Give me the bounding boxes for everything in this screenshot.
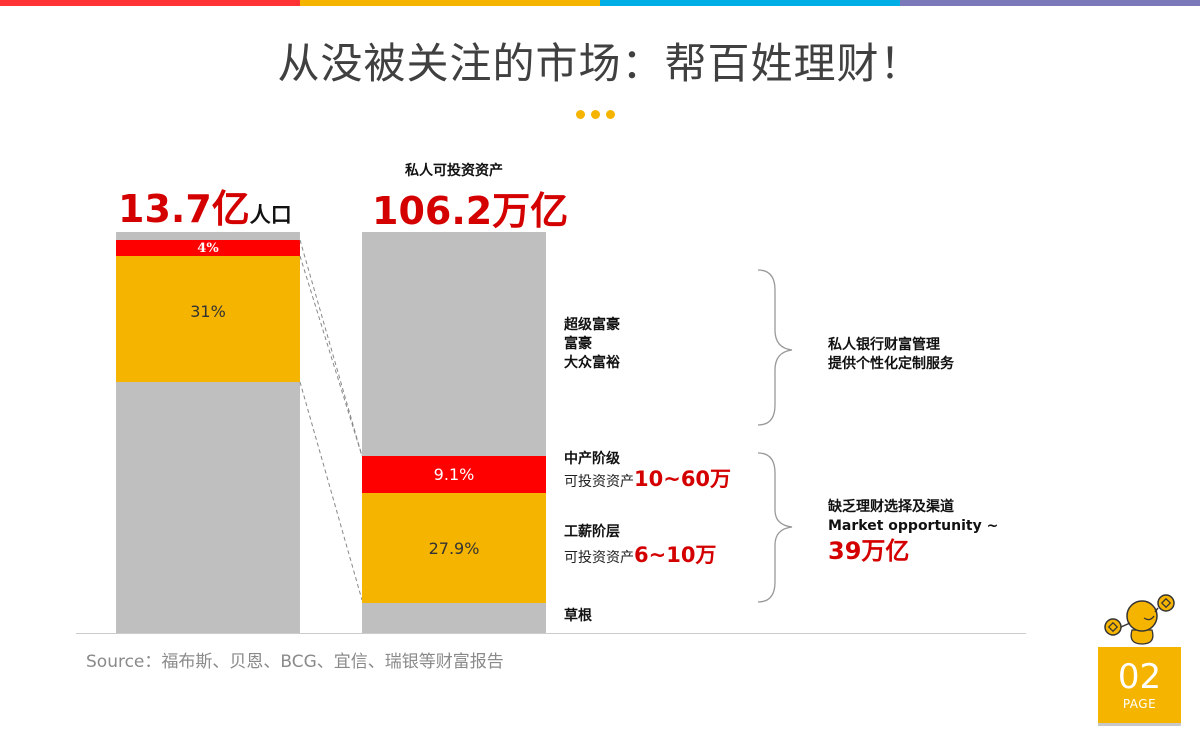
assets-segment-salaried: 27.9% <box>362 493 546 603</box>
salaried-assets: 可投资资产6~10万 <box>564 543 717 568</box>
title-dots-ornament <box>576 110 615 119</box>
population-unit: 人口 <box>249 203 292 227</box>
page-title: 从没被关注的市场：帮百姓理财！ <box>277 39 923 88</box>
annotation-line: 提供个性化定制服务 <box>828 356 954 372</box>
private-banking-annotation: 私人银行财富管理 提供个性化定制服务 <box>828 336 954 374</box>
assets-value: 106.2万亿 <box>372 189 569 233</box>
page-indicator: 02 PAGE <box>1098 647 1181 723</box>
label-middle-class: 中产阶级 <box>564 451 620 467</box>
segment-label: 4% <box>197 240 219 256</box>
opportunity-value: 39万亿 <box>828 537 910 565</box>
label-mass-affluent: 大众富裕 <box>564 355 620 371</box>
middle-class-assets: 可投资资产10~60万 <box>564 467 732 492</box>
population-bar: 4% 31% <box>116 232 300 633</box>
assets-prefix: 可投资资产 <box>564 550 634 566</box>
page-number: 02 <box>1117 657 1162 697</box>
population-segment-middle: 4% <box>116 240 300 256</box>
topbar-purple <box>900 0 1200 6</box>
segment-label: 31% <box>190 302 226 321</box>
topbar-red <box>0 0 300 6</box>
left-headline: 13.7亿人口 <box>118 178 292 233</box>
wealthy-group-labels: 超级富豪 富豪 大众富裕 <box>564 316 620 373</box>
assets-bar: 9.1% 27.9% <box>362 232 546 633</box>
annotation-line: 缺乏理财选择及渠道 <box>828 499 954 515</box>
segment-label: 27.9% <box>428 538 480 558</box>
topbar-yellow <box>300 0 600 6</box>
market-opportunity-annotation: 缺乏理财选择及渠道 Market opportunity ~ 39万亿 <box>828 498 998 566</box>
mascot-icon <box>1104 594 1175 645</box>
label-rich: 富豪 <box>564 336 592 352</box>
source-note: Source：福布斯、贝恩、BCG、宜信、瑞银等财富报告 <box>86 652 504 672</box>
assets-subtitle: 私人可投资资产 <box>405 163 503 179</box>
annotation-line: 私人银行财富管理 <box>828 337 940 353</box>
topbar-blue <box>600 0 900 6</box>
label-grassroots: 草根 <box>564 608 592 624</box>
population-segment-salaried: 31% <box>116 256 300 382</box>
chart-baseline <box>76 633 1026 634</box>
label-salaried: 工薪阶层 <box>564 524 620 540</box>
salaried-range: 6~10万 <box>634 543 717 567</box>
top-color-bar <box>0 0 1200 6</box>
population-value: 13.7亿 <box>118 187 250 231</box>
label-ultra-rich: 超级富豪 <box>564 317 620 333</box>
middle-class-range: 10~60万 <box>634 467 732 491</box>
page-label: PAGE <box>1122 697 1157 711</box>
assets-segment-middle: 9.1% <box>362 456 546 493</box>
assets-prefix: 可投资资产 <box>564 474 634 490</box>
annotation-line: Market opportunity ~ <box>828 518 999 534</box>
segment-label: 9.1% <box>433 465 475 484</box>
